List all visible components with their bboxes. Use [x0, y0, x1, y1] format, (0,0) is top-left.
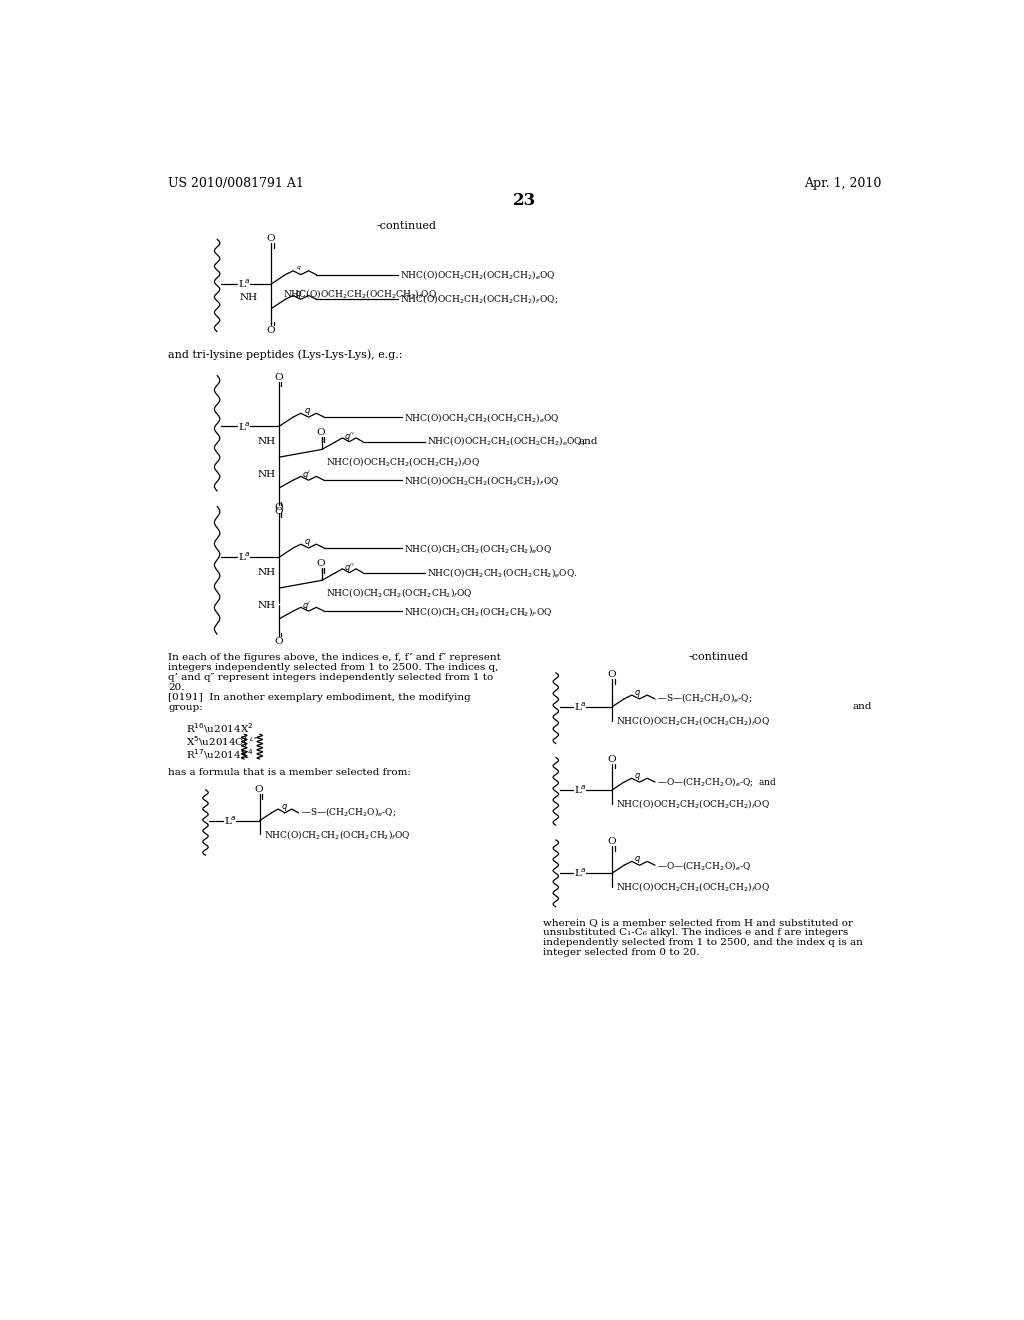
Text: $_q$: $_q$ [297, 265, 302, 273]
Text: and tri-lysine peptides (Lys-Lys-Lys), e.g.:: and tri-lysine peptides (Lys-Lys-Lys), e… [168, 350, 402, 360]
Text: group:: group: [168, 704, 203, 711]
Text: O: O [607, 669, 615, 678]
Text: O: O [274, 638, 283, 647]
Text: $q$: $q$ [303, 537, 310, 548]
Text: $q$: $q$ [635, 688, 641, 700]
Text: 23: 23 [513, 193, 537, 210]
Text: Apr. 1, 2010: Apr. 1, 2010 [804, 177, 882, 190]
Text: NHC(O)OCH$_2$CH$_2$(OCH$_2$CH$_2$)$_{f'}$OQ;: NHC(O)OCH$_2$CH$_2$(OCH$_2$CH$_2$)$_{f'}… [400, 293, 558, 306]
Text: L$^a$: L$^a$ [574, 701, 588, 713]
Text: $^{L^a}$: $^{L^a}$ [249, 737, 257, 746]
Text: NH: NH [257, 437, 275, 446]
Text: NHC(O)OCH$_2$CH$_2$(OCH$_2$CH$_2$)$_f$OQ: NHC(O)OCH$_2$CH$_2$(OCH$_2$CH$_2$)$_f$OQ [326, 455, 479, 469]
Text: integers independently selected from 1 to 2500. The indices q,: integers independently selected from 1 t… [168, 663, 499, 672]
Text: R$^{16}$\u2014X$^2$: R$^{16}$\u2014X$^2$ [186, 721, 254, 735]
Text: and: and [579, 437, 598, 446]
Text: $q'$: $q'$ [295, 288, 304, 301]
Text: NHC(O)OCH$_2$CH$_2$(OCH$_2$CH$_2$)$_f$OQ: NHC(O)OCH$_2$CH$_2$(OCH$_2$CH$_2$)$_f$OQ [616, 797, 770, 810]
Text: NH: NH [240, 293, 257, 302]
Text: —O—(CH$_2$CH$_2$O)$_e$-Q;  and: —O—(CH$_2$CH$_2$O)$_e$-Q; and [657, 776, 777, 788]
Text: integer selected from 0 to 20.: integer selected from 0 to 20. [544, 948, 699, 957]
Text: —S—(CH$_2$CH$_2$O)$_e$-Q;: —S—(CH$_2$CH$_2$O)$_e$-Q; [657, 693, 753, 705]
Text: O: O [266, 326, 274, 334]
Text: NHC(O)CH$_2$CH$_2$(OCH$_2$CH$_2$)$_e$OQ.: NHC(O)CH$_2$CH$_2$(OCH$_2$CH$_2$)$_e$OQ. [427, 566, 578, 579]
Text: L$^a$: L$^a$ [574, 867, 588, 879]
Text: O: O [274, 372, 283, 381]
Text: $q$: $q$ [635, 771, 641, 783]
Text: has a formula that is a member selected from:: has a formula that is a member selected … [168, 768, 412, 777]
Text: L$^a$: L$^a$ [238, 550, 251, 564]
Text: unsubstituted C₁-C₆ alkyl. The indices e and f are integers: unsubstituted C₁-C₆ alkyl. The indices e… [544, 928, 849, 937]
Text: —O—(CH$_2$CH$_2$O)$_e$-Q: —O—(CH$_2$CH$_2$O)$_e$-Q [657, 859, 752, 871]
Text: NHC(O)CH$_2$CH$_2$(OCH$_2$CH$_2$)$_f$OQ: NHC(O)CH$_2$CH$_2$(OCH$_2$CH$_2$)$_f$OQ [263, 828, 411, 841]
Text: NHC(O)OCH$_2$CH$_2$(OCH$_2$CH$_2$)$_e$OQ: NHC(O)OCH$_2$CH$_2$(OCH$_2$CH$_2$)$_e$OQ [400, 268, 556, 281]
Text: L$^a$: L$^a$ [224, 814, 238, 826]
Text: L$^a$: L$^a$ [574, 784, 588, 796]
Text: $q'$: $q'$ [302, 469, 311, 482]
Text: O: O [316, 558, 326, 568]
Text: -continued: -continued [377, 222, 437, 231]
Text: US 2010/0081791 A1: US 2010/0081791 A1 [168, 177, 304, 190]
Text: O: O [607, 837, 615, 846]
Text: NH: NH [257, 470, 275, 479]
Text: R$^{17}$\u2014X$^4$: R$^{17}$\u2014X$^4$ [186, 747, 254, 762]
Text: NHC(O)OCH$_2$CH$_2$(OCH$_2$CH$_2$)$_e$OQ;: NHC(O)OCH$_2$CH$_2$(OCH$_2$CH$_2$)$_e$OQ… [427, 436, 586, 449]
Text: $q'$: $q'$ [302, 599, 311, 612]
Text: NHC(O)OCH$_2$CH$_2$(OCH$_2$CH$_2$)$_{f'}$OQ: NHC(O)OCH$_2$CH$_2$(OCH$_2$CH$_2$)$_{f'}… [403, 474, 560, 487]
Text: In each of the figures above, the indices e, f, f’ and f″ represent: In each of the figures above, the indice… [168, 653, 501, 661]
Text: L$^a$: L$^a$ [238, 277, 251, 290]
Text: 20.: 20. [168, 682, 184, 692]
Text: NHC(O)OCH$_2$CH$_2$(OCH$_2$CH$_2$)$_e$OQ: NHC(O)OCH$_2$CH$_2$(OCH$_2$CH$_2$)$_e$OQ [403, 411, 559, 424]
Text: NH: NH [257, 601, 275, 610]
Text: independently selected from 1 to 2500, and the index q is an: independently selected from 1 to 2500, a… [544, 937, 863, 946]
Text: O: O [607, 755, 615, 763]
Text: $q$: $q$ [281, 803, 288, 813]
Text: O: O [274, 507, 283, 516]
Text: $q$: $q$ [635, 854, 641, 866]
Text: O: O [266, 234, 274, 243]
Text: [0191]  In another exemplary embodiment, the modifying: [0191] In another exemplary embodiment, … [168, 693, 471, 702]
Text: and: and [853, 702, 872, 711]
Text: NHC(O)OCH$_2$CH$_2$(OCH$_2$CH$_2$)$_f$OQ: NHC(O)OCH$_2$CH$_2$(OCH$_2$CH$_2$)$_f$OQ [616, 880, 770, 894]
Text: wherein Q is a member selected from H and substituted or: wherein Q is a member selected from H an… [544, 917, 853, 927]
Text: L$^a$: L$^a$ [238, 420, 251, 433]
Text: O: O [316, 428, 326, 437]
Text: $q''$: $q''$ [344, 430, 355, 444]
Text: $q$: $q$ [303, 407, 310, 417]
Text: NHC(O)CH$_2$CH$_2$(OCH$_2$CH$_2$)$_e$OQ: NHC(O)CH$_2$CH$_2$(OCH$_2$CH$_2$)$_e$OQ [403, 541, 552, 554]
Text: X$^5$\u2014C$\langle$: X$^5$\u2014C$\langle$ [186, 734, 248, 748]
Text: —S—(CH$_2$CH$_2$O)$_e$-Q;: —S—(CH$_2$CH$_2$O)$_e$-Q; [301, 807, 396, 820]
Text: NH: NH [257, 568, 275, 577]
Text: $q''$: $q''$ [344, 561, 355, 574]
Text: q’ and q″ represent integers independently selected from 1 to: q’ and q″ represent integers independent… [168, 673, 494, 682]
Text: NHC(O)OCH$_2$CH$_2$(OCH$_2$CH$_2$)$_f$OQ: NHC(O)OCH$_2$CH$_2$(OCH$_2$CH$_2$)$_f$OQ [283, 286, 437, 300]
Text: O: O [274, 503, 283, 512]
Text: O: O [255, 785, 263, 795]
Text: NHC(O)CH$_2$CH$_2$(OCH$_2$CH$_2$)$_f$OQ: NHC(O)CH$_2$CH$_2$(OCH$_2$CH$_2$)$_f$OQ [326, 586, 472, 599]
Text: -continued: -continued [688, 652, 749, 663]
Text: NHC(O)OCH$_2$CH$_2$(OCH$_2$CH$_2$)$_f$OQ: NHC(O)OCH$_2$CH$_2$(OCH$_2$CH$_2$)$_f$OQ [616, 714, 770, 727]
Text: NHC(O)CH$_2$CH$_2$(OCH$_2$CH$_2$)$_{f'}$OQ: NHC(O)CH$_2$CH$_2$(OCH$_2$CH$_2$)$_{f'}$… [403, 605, 552, 618]
